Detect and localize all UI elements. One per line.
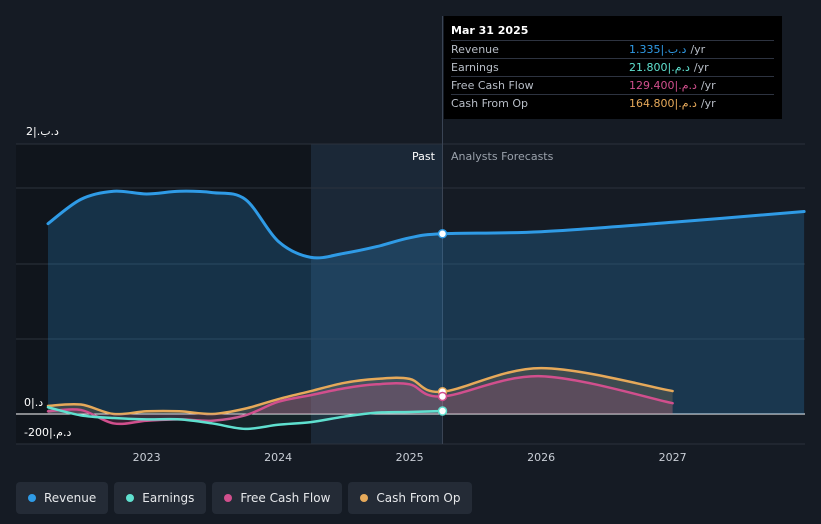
y-axis-top-label: 2|.ﺩ.ﺏ xyxy=(26,125,59,138)
free-cash-flow-marker xyxy=(437,391,448,402)
free-cash-flow-area xyxy=(48,376,673,424)
tooltip-unit: /yr xyxy=(690,43,706,56)
tooltip-label: Cash From Op xyxy=(451,97,529,110)
tooltip-value: 21.800|.ﺩ.ﻡ xyxy=(629,61,690,74)
tooltip-date: Mar 31 2025 xyxy=(451,24,529,37)
tooltip-label: Earnings xyxy=(451,61,499,74)
revenue-marker xyxy=(437,229,448,239)
revenue-line xyxy=(46,189,806,260)
x-tick-label: 2023 xyxy=(132,451,161,464)
revenue-area xyxy=(48,191,805,414)
legend-label: Cash From Op xyxy=(376,491,461,505)
x-tick-label: 2027 xyxy=(658,451,687,464)
x-tick-label: 2025 xyxy=(395,451,424,464)
tooltip-label: Free Cash Flow xyxy=(451,79,534,92)
legend-item-revenue[interactable]: Revenue xyxy=(16,482,109,514)
tooltip-unit: /yr xyxy=(700,79,716,92)
legend-label: Revenue xyxy=(44,491,97,505)
legend-item-cash-from-op[interactable]: Cash From Op xyxy=(348,482,473,514)
x-tick-label: 2024 xyxy=(264,451,293,464)
legend-item-free-cash-flow[interactable]: Free Cash Flow xyxy=(212,482,343,514)
tooltip-value: 164.800|.ﺩ.ﻡ xyxy=(629,97,697,110)
tooltip-row-earnings: Earnings 21.800|.ﺩ.ﻡ /yr xyxy=(451,58,774,76)
forecast-region-label: Analysts Forecasts xyxy=(451,150,554,163)
chart-legend: Revenue Earnings Free Cash Flow Cash Fro… xyxy=(16,482,473,514)
data-tooltip: Mar 31 2025 Revenue 1.335|.ﺩ.ﺏ /yr Earni… xyxy=(444,16,782,119)
tooltip-row-free-cash-flow: Free Cash Flow 129.400|.ﺩ.ﻡ /yr xyxy=(451,76,774,94)
legend-label: Free Cash Flow xyxy=(240,491,331,505)
free-cash-flow-line xyxy=(46,374,674,426)
tooltip-unit: /yr xyxy=(693,61,709,74)
cash-from-op-dot-icon xyxy=(360,494,369,502)
tooltip-row-revenue: Revenue 1.335|.ﺩ.ﺏ /yr xyxy=(451,40,774,58)
past-region-label: Past xyxy=(412,150,435,163)
y-axis-bottom-label: -200|.ﺩ.ﻡ xyxy=(24,426,72,439)
earnings-dot-icon xyxy=(126,494,135,502)
earnings-line xyxy=(46,406,444,431)
legend-item-earnings[interactable]: Earnings xyxy=(114,482,207,514)
recent-background xyxy=(311,144,443,444)
cash-from-op-line xyxy=(46,366,674,416)
earnings-area xyxy=(48,407,443,429)
y-axis-zero-label: 0|.ﺩ xyxy=(24,396,44,409)
legend-label: Earnings xyxy=(142,491,195,505)
free-cash-flow-dot-icon xyxy=(224,494,233,502)
earnings-marker xyxy=(437,406,448,416)
revenue-dot-icon xyxy=(28,494,36,502)
tooltip-label: Revenue xyxy=(451,43,499,56)
tooltip-value: 1.335|.ﺩ.ﺏ xyxy=(629,43,687,56)
tooltip-unit: /yr xyxy=(700,97,716,110)
tooltip-row-cash-from-op: Cash From Op 164.800|.ﺩ.ﻡ /yr xyxy=(451,94,774,112)
tooltip-value: 129.400|.ﺩ.ﻡ xyxy=(629,79,697,92)
x-tick-label: 2026 xyxy=(527,451,556,464)
cash-from-op-area xyxy=(48,368,673,415)
